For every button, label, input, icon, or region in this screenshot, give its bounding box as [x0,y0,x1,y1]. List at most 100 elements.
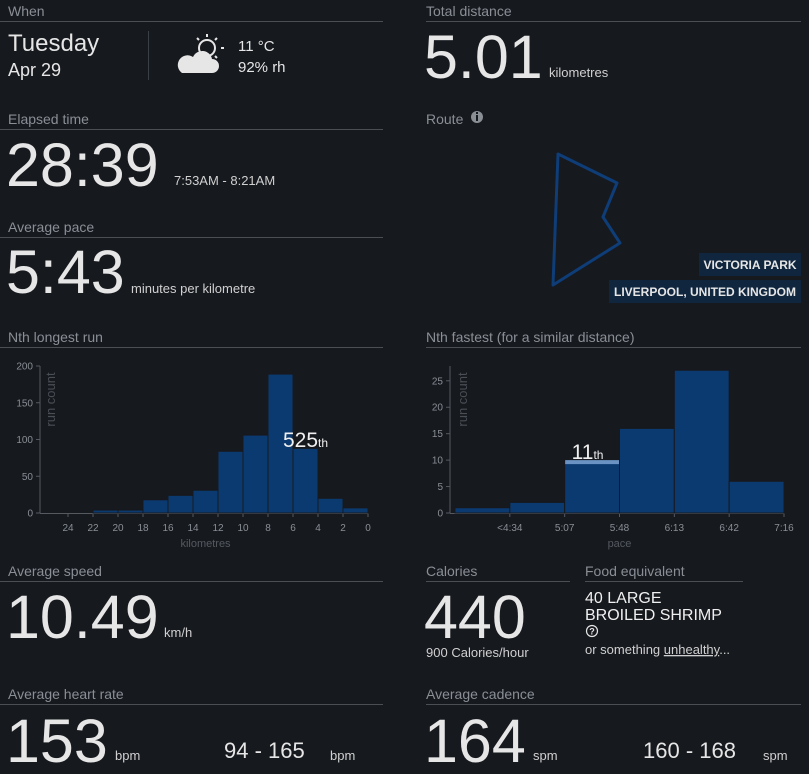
section-label: Nth fastest (for a similar distance) [426,329,635,345]
y-tick-label: 200 [16,362,33,373]
hr-value: 153 [6,707,108,774]
place-label: VICTORIA PARK [703,258,796,272]
x-tick-label: 0 [365,523,371,534]
alt-link[interactable]: unhealthy [664,642,721,657]
speed-unit: km/h [164,625,192,640]
bar [342,507,369,514]
pace-value: 5:43 [6,238,125,306]
bar [564,459,621,514]
x-tick-label: 24 [62,523,74,534]
calories-value: 440 [424,583,526,651]
bar [454,507,511,514]
section-label: Elapsed time [8,111,89,127]
bar [267,373,294,514]
day: Tuesday [8,30,99,57]
section-label: When [8,3,45,19]
hr-unit: bpm [115,748,140,763]
bar [673,369,730,514]
pace-unit: minutes per kilometre [131,281,255,296]
section-label: Nth longest run [8,329,103,345]
info-icon[interactable] [471,111,483,123]
y-tick-label: 0 [437,509,443,520]
cadence-value: 164 [424,707,526,774]
alt-text: ... [719,642,730,657]
svg-text:?: ? [589,627,595,637]
x-tick-label: 5:48 [610,523,630,534]
x-tick-label: 8 [265,523,271,534]
section-label: Calories [426,563,477,579]
y-axis-label: run count [455,372,470,427]
annotation: 525th [283,429,328,452]
bar [92,509,119,514]
annotation-value: 11 [572,441,594,464]
x-tick-label: 14 [187,523,199,534]
x-tick-label: 20 [112,523,124,534]
bar [292,447,319,514]
bar [242,434,269,514]
cadence-range: 160 - 168 [643,738,736,763]
section-label: Average pace [8,219,94,235]
weather-icon [177,34,224,73]
x-tick-label: 18 [137,523,149,534]
humidity: 92% rh [238,59,286,76]
cadence-unit: spm [533,748,558,763]
bar [728,480,785,514]
bar [317,497,344,514]
y-tick-label: 25 [432,376,444,387]
section-label: Food equivalent [585,563,685,579]
elapsed-value: 28:39 [6,131,159,199]
time-range: 7:53AM - 8:21AM [174,173,275,188]
section-label: Average cadence [426,686,535,702]
bar [192,489,219,514]
hr-range-unit: bpm [330,748,355,763]
distance-unit: kilometres [549,65,609,80]
section-label: Average heart rate [8,686,124,702]
bar [167,494,194,514]
speed-value: 10.49 [6,583,159,651]
y-tick-label: 150 [16,398,33,409]
annotation-suffix: th [593,448,603,462]
food-alternative: or something unhealthy... [585,642,730,657]
alt-text: or something [585,642,660,657]
bar [142,499,169,514]
x-tick-label: 10 [237,523,249,534]
x-tick-label: 4 [315,523,321,534]
hr-range: 94 - 165 [224,738,305,763]
section-label: Average speed [8,563,102,579]
x-tick-label: 12 [212,523,224,534]
annotation-suffix: th [318,436,328,450]
label-box [699,253,801,276]
x-tick-label: 22 [87,523,99,534]
annotation-value: 525 [283,429,318,452]
x-tick-label: <4:34 [497,523,523,534]
x-tick-label: 5:07 [555,523,575,534]
x-tick-label: 6 [290,523,296,534]
label-box [609,280,801,303]
cadence-range-unit: spm [763,748,788,763]
bar [509,501,566,514]
temperature: 11 °C [238,38,275,55]
calorie-rate: 900 Calories/hour [426,645,529,660]
section-label: Total distance [426,3,512,19]
help-icon[interactable]: ? [585,624,599,638]
route-path [551,152,622,287]
y-tick-label: 100 [16,435,33,446]
food-line: BROILED SHRIMP [585,607,722,624]
y-tick-label: 5 [437,482,443,493]
y-tick-label: 50 [22,472,34,483]
x-tick-label: 6:42 [719,523,739,534]
food-line: 40 LARGE [585,590,661,607]
x-tick-label: 6:13 [665,523,685,534]
section-label: Route [426,111,464,127]
annotation: 11th [572,441,604,464]
date: Apr 29 [8,60,61,80]
bar [217,450,244,514]
highlight [565,460,619,465]
y-tick-label: 10 [432,456,444,467]
y-tick-label: 15 [432,429,444,440]
y-axis-label: run count [43,372,58,427]
x-axis-label: pace [608,538,632,550]
